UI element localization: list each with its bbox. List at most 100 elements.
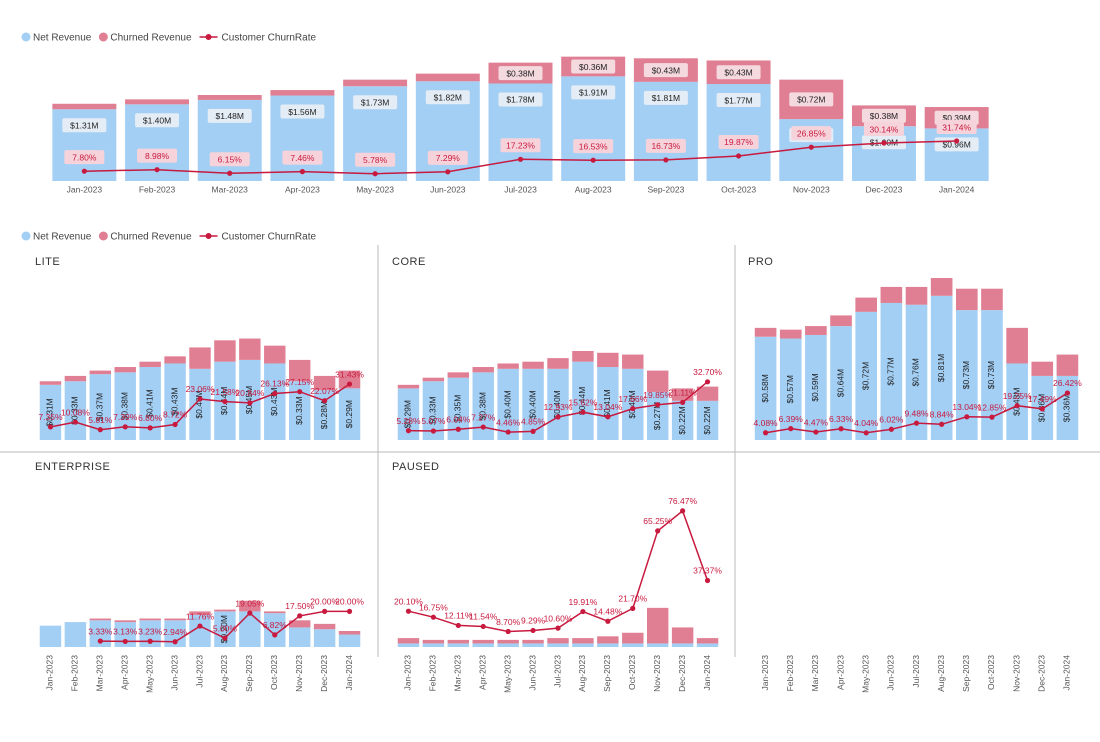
churn-rate-point	[630, 405, 636, 412]
churn-rate-point	[480, 424, 486, 430]
churned-revenue-bar	[955, 288, 978, 311]
net-revenue-bar	[447, 377, 470, 440]
churned-revenue-bar	[397, 638, 420, 644]
churn-rate-point	[47, 424, 54, 430]
rate-value-label: 5.28%	[396, 416, 421, 426]
net-revenue-bar	[830, 326, 852, 440]
churn-rate-point	[147, 638, 153, 644]
rate-value-label: 7.80%	[72, 152, 97, 162]
churned-revenue-bar	[139, 618, 161, 621]
churn-rate-point	[555, 625, 561, 631]
churn-rate-point	[405, 608, 412, 614]
label-box	[716, 65, 761, 80]
bar-value-label: $0.76M	[911, 358, 921, 386]
churned-revenue-bar	[754, 327, 777, 337]
x-tick-label: Oct-2023	[269, 655, 279, 690]
bar-value-label: $0.44M	[577, 387, 587, 415]
churned-revenue-bar	[671, 627, 694, 644]
churned-revenue-bar	[338, 370, 361, 389]
churn-rate-point	[838, 426, 844, 432]
net-revenue-bar	[572, 361, 594, 440]
churned-revenue-bar	[646, 607, 669, 644]
churned-revenue-bar	[189, 347, 211, 369]
bar-value-label: $0.33M	[294, 396, 304, 424]
net-revenue-bar	[288, 381, 311, 440]
x-tick-label: Nov-2023	[793, 184, 830, 194]
churned-revenue-bar	[572, 351, 594, 362]
churn-rate-point	[299, 169, 306, 175]
churned-revenue-bar	[497, 363, 519, 369]
bar-value-label: $0.72M	[860, 362, 870, 390]
churn-rate-point	[680, 399, 686, 406]
net-revenue-bar	[1056, 375, 1079, 440]
bar-value-label: $0.27M	[652, 402, 662, 430]
churn-rate-point	[655, 402, 661, 408]
net-revenue-bar	[214, 611, 236, 647]
churned-revenue-bar	[522, 639, 544, 644]
x-tick-label: Dec-2023	[1037, 655, 1047, 692]
churn-rate-point	[455, 622, 461, 629]
x-tick-label: Jan-2024	[939, 184, 975, 194]
churn-rate-point	[704, 379, 711, 385]
x-tick-label: Jul-2023	[552, 655, 562, 688]
churn-rate-point	[888, 426, 894, 432]
x-tick-label: Apr-2023	[835, 655, 845, 690]
churned-revenue-bar	[288, 359, 311, 382]
x-tick-label: Jul-2023	[911, 655, 921, 688]
churn-rate-point	[346, 381, 353, 387]
rate-value-label: 7.39%	[113, 412, 138, 422]
rate-value-label: 14.48%	[593, 606, 622, 616]
churn-rate-point	[590, 157, 596, 163]
bar-value-label: $0.96M	[942, 140, 970, 150]
churned-revenue-bar	[1031, 361, 1054, 376]
label-box	[573, 139, 614, 154]
churn-rate-point	[704, 577, 711, 584]
x-tick-label: Jan-2023	[67, 184, 103, 194]
bar-value-label: $1.81M	[652, 93, 680, 103]
net-revenue-bar	[547, 643, 569, 647]
churned-revenue-bar	[522, 361, 544, 369]
x-tick-label: Feb-2023	[139, 184, 176, 194]
rate-value-label: 7.35%	[38, 412, 63, 422]
rate-value-label: 11.54%	[469, 612, 498, 622]
net-revenue-bar	[547, 368, 569, 440]
bar-value-label: $0.43M	[169, 388, 179, 416]
churned-revenue-bar	[422, 639, 445, 644]
churned-revenue-bar	[239, 338, 261, 360]
rate-value-label: 7.29%	[436, 153, 461, 163]
bar-value-label: $0.20M	[219, 615, 229, 643]
bar-value-label: $1.77M	[724, 95, 752, 105]
rate-value-label: 4.85%	[521, 417, 546, 427]
rate-value-label: 19.25%	[1003, 391, 1032, 401]
bar-value-label: $0.40M	[627, 390, 637, 418]
x-tick-label: Mar-2023	[810, 655, 820, 692]
churned-revenue-bar	[472, 367, 494, 373]
net-revenue-bar	[779, 338, 802, 440]
x-tick-label: Nov-2023	[652, 655, 662, 692]
churned-revenue-bar	[597, 636, 619, 644]
bar-value-label: $0.45M	[244, 386, 254, 414]
panel-title: PRO	[748, 256, 773, 268]
label-box	[135, 113, 180, 128]
label-box	[207, 108, 252, 123]
rate-value-label: 6.02%	[879, 415, 904, 425]
bar-value-label: $0.77M	[886, 357, 896, 385]
net-revenue-bar	[313, 390, 336, 440]
churned-revenue-bar	[313, 623, 336, 630]
churn-rate-point	[788, 426, 794, 432]
bar-value-label: $1.82M	[434, 93, 462, 103]
net-revenue-bar	[646, 643, 669, 647]
label-box	[355, 152, 396, 167]
churn-rate-point	[505, 429, 511, 435]
net-revenue-bar	[696, 400, 719, 440]
rate-value-label: 17.49%	[1028, 394, 1057, 404]
rate-value-label: 4.08%	[754, 418, 779, 428]
rate-value-label: 5.07%	[421, 416, 446, 426]
churned-revenue-bar	[313, 375, 336, 391]
churn-rate-point	[372, 171, 378, 177]
net-revenue-bar	[572, 643, 594, 647]
legend-marker	[205, 34, 212, 40]
x-tick-label: Dec-2023	[319, 655, 329, 692]
label-box	[643, 63, 688, 78]
